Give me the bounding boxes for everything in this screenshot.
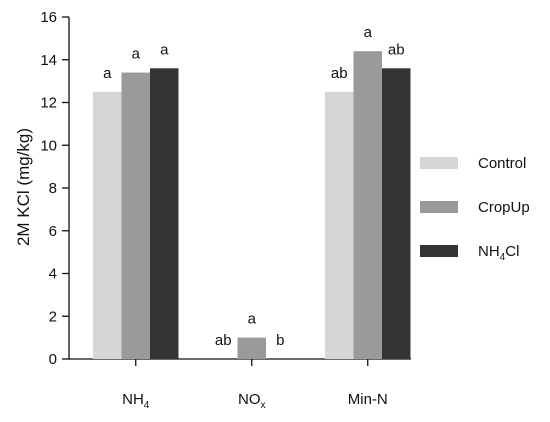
x-category-label: NOx [238, 391, 266, 411]
legend-label: Control [478, 155, 526, 172]
legend-label: NH4Cl [478, 243, 519, 263]
significance-letter: ab [215, 332, 232, 349]
legend-label: CropUp [478, 199, 530, 216]
significance-letter: a [364, 24, 373, 41]
bar-control [93, 91, 122, 359]
y-tick-label: 0 [49, 351, 57, 368]
significance-letter: a [103, 65, 112, 82]
significance-letter: a [160, 41, 169, 58]
x-category-main: NO [238, 391, 261, 408]
x-category-subscript: 4 [144, 400, 150, 411]
bar-cropup [237, 337, 266, 359]
bar-control [325, 91, 354, 359]
x-category-main: Min-N [348, 391, 388, 408]
y-tick-label: 6 [49, 223, 57, 240]
legend-label-tail: Cl [505, 243, 519, 260]
y-tick-label: 12 [40, 95, 57, 112]
legend-label-main: CropUp [478, 199, 530, 216]
legend-swatch [420, 157, 458, 169]
legend-label-main: Control [478, 155, 526, 172]
y-tick-label: 14 [40, 52, 57, 69]
legend-swatch [420, 245, 458, 257]
significance-letter: b [276, 332, 284, 349]
y-tick-label: 2 [49, 308, 57, 325]
x-category-subscript: x [261, 400, 266, 411]
significance-letter: a [132, 46, 141, 63]
x-category-label: Min-N [348, 391, 388, 408]
x-category-label: NH4 [122, 391, 150, 411]
y-axis: 0 2 4 6 8 10 12 14 16 [40, 9, 70, 368]
significance-letter: ab [388, 41, 405, 58]
legend: Control CropUp NH4Cl [420, 155, 530, 263]
x-axis: NH4 NOx Min-N [69, 358, 411, 411]
significance-letter: a [248, 311, 257, 328]
significance-letter: ab [331, 65, 348, 82]
legend-label-subscript: 4 [500, 252, 506, 263]
bar-cropup [353, 51, 382, 359]
bar-nh4cl [150, 68, 179, 360]
x-category-main: NH [122, 391, 144, 408]
legend-label-main: NH [478, 243, 500, 260]
y-axis-title: 2M KCl (mg/kg) [14, 128, 33, 246]
legend-swatch [420, 201, 458, 213]
bar-cropup [121, 72, 150, 359]
bar-nh4cl [382, 68, 411, 360]
bars [93, 51, 411, 360]
y-tick-label: 8 [49, 180, 57, 197]
y-tick-label: 4 [49, 266, 57, 283]
y-tick-label: 16 [40, 9, 57, 26]
y-tick-label: 10 [40, 137, 57, 154]
